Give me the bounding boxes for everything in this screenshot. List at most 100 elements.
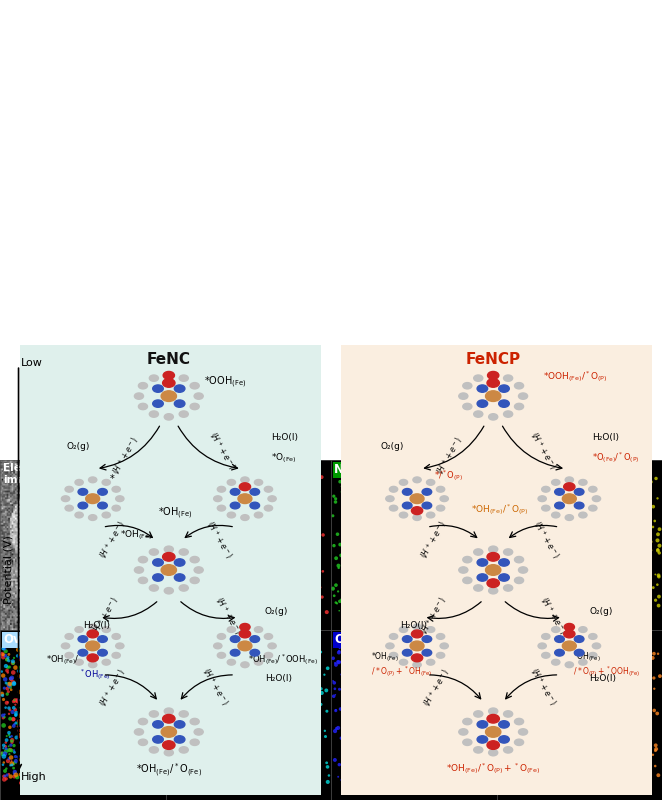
Point (58, 688, 69, 701)
Point (501, 499, 512, 512)
Circle shape (153, 385, 164, 392)
Point (263, 602, 274, 614)
Point (453, 596, 463, 609)
Point (472, 464, 483, 477)
Point (85, 638, 95, 651)
Point (547, 718, 558, 730)
Point (578, 577, 589, 590)
Point (516, 579, 526, 592)
Point (105, 675, 115, 688)
Point (600, 549, 610, 562)
Point (396, 566, 406, 578)
Point (377, 465, 387, 478)
Point (396, 465, 406, 478)
Circle shape (487, 579, 499, 587)
Point (19, 748, 30, 761)
Point (115, 639, 126, 652)
Point (216, 491, 226, 504)
Point (600, 518, 610, 531)
Point (568, 463, 579, 476)
Point (91, 699, 101, 712)
Point (90, 658, 101, 670)
Point (539, 510, 549, 522)
Point (314, 678, 324, 691)
Point (222, 546, 233, 558)
Point (321, 684, 332, 697)
Circle shape (538, 643, 546, 649)
Point (638, 504, 648, 517)
Point (365, 492, 376, 505)
Point (68, 769, 79, 782)
Point (654, 546, 662, 559)
Point (607, 731, 618, 744)
Point (368, 514, 379, 526)
Text: $(H^++e^-)$: $(H^++e^-)$ (199, 666, 231, 709)
Point (127, 742, 138, 754)
Point (34, 657, 44, 670)
Point (611, 528, 622, 541)
Point (158, 698, 169, 710)
Point (87, 658, 98, 671)
Point (27, 657, 38, 670)
Point (127, 686, 138, 699)
Circle shape (514, 739, 524, 746)
Point (322, 775, 333, 788)
Point (477, 673, 488, 686)
Circle shape (402, 636, 412, 642)
Point (567, 682, 578, 694)
Point (23, 713, 34, 726)
Point (135, 634, 146, 646)
Point (471, 475, 482, 488)
Point (479, 496, 489, 509)
Point (599, 636, 610, 649)
Point (156, 650, 166, 663)
Point (51, 652, 62, 665)
Point (112, 674, 122, 687)
Point (1, 654, 12, 666)
Point (110, 722, 120, 734)
Point (113, 762, 123, 774)
Point (92, 733, 103, 746)
Point (109, 704, 119, 717)
Point (89, 748, 99, 761)
Point (389, 588, 399, 601)
Point (561, 670, 571, 682)
Point (235, 545, 246, 558)
Point (148, 637, 158, 650)
Point (483, 581, 493, 594)
Point (580, 506, 591, 519)
Point (392, 730, 402, 742)
Circle shape (78, 650, 87, 656)
Point (574, 472, 585, 485)
Point (344, 682, 355, 694)
Point (150, 645, 161, 658)
Point (90, 702, 101, 714)
Point (402, 585, 412, 598)
Point (83, 763, 93, 776)
Point (589, 727, 599, 740)
Point (250, 557, 260, 570)
Point (625, 747, 636, 760)
Point (466, 561, 477, 574)
Point (62, 666, 72, 679)
Point (260, 695, 270, 708)
Point (427, 531, 438, 544)
Point (520, 646, 530, 658)
Circle shape (579, 479, 587, 486)
Point (49, 770, 60, 782)
Point (367, 749, 377, 762)
Point (418, 762, 428, 774)
Point (50, 768, 60, 781)
Point (433, 550, 444, 562)
Point (367, 730, 378, 743)
Point (338, 570, 348, 583)
Point (342, 592, 353, 605)
Point (11, 709, 21, 722)
Point (651, 742, 661, 755)
Point (347, 489, 357, 502)
Point (23, 770, 33, 783)
Point (72, 692, 83, 705)
Point (439, 587, 449, 600)
Point (32, 764, 42, 777)
Point (480, 746, 491, 759)
